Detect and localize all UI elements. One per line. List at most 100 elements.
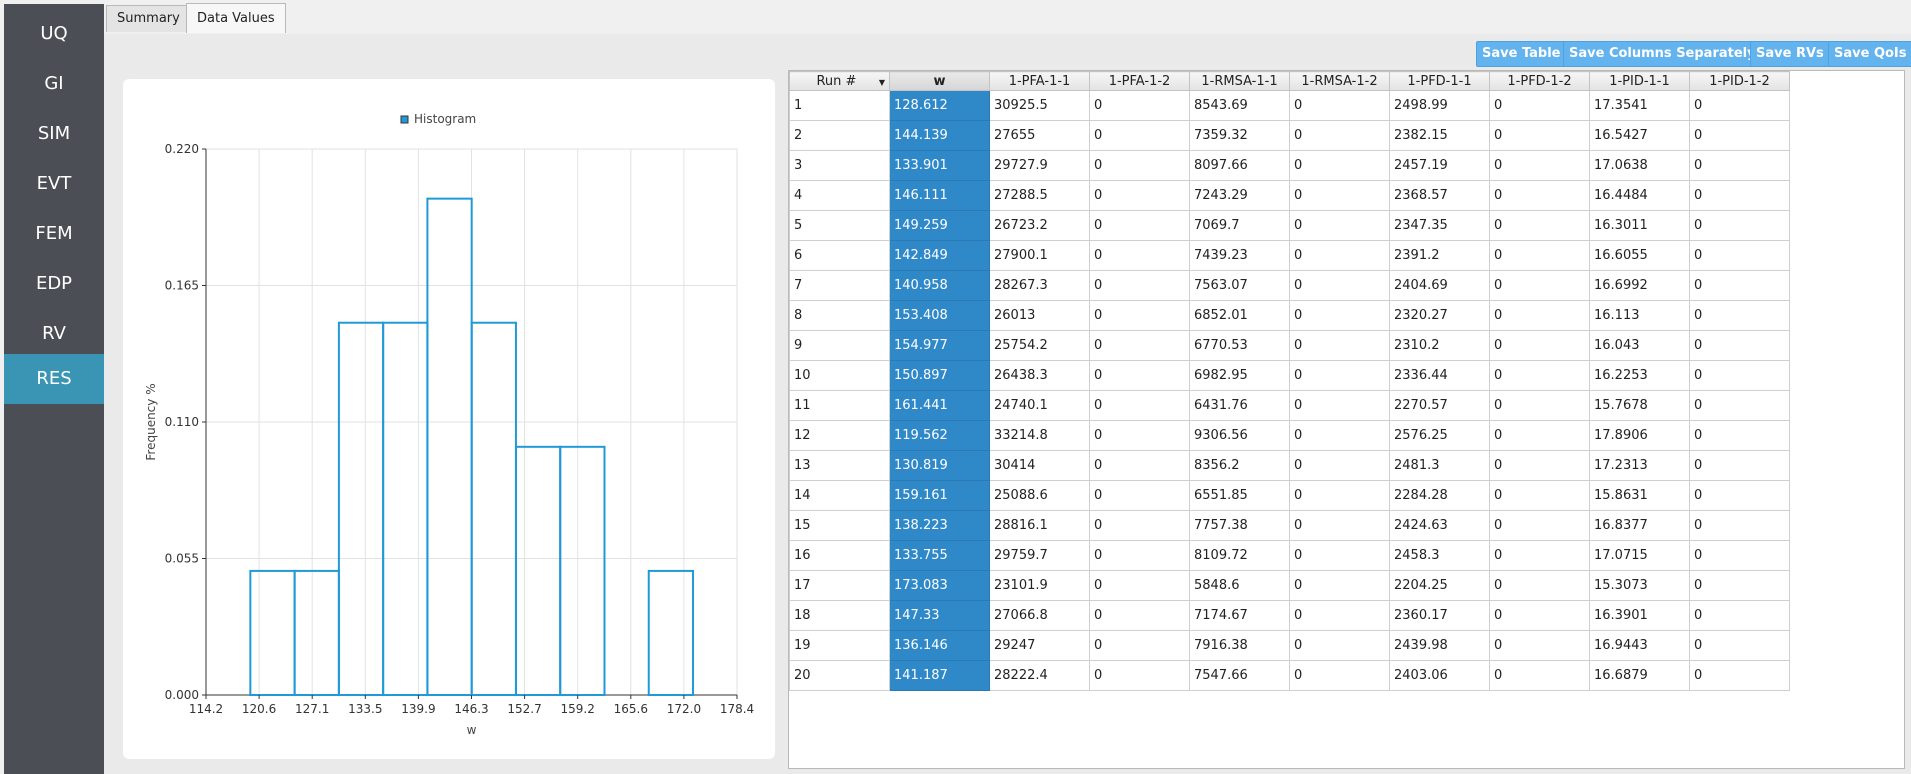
table-cell[interactable]: 8543.69	[1189, 90, 1290, 121]
table-cell[interactable]: 0	[1089, 630, 1190, 661]
table-cell[interactable]: 17.0638	[1589, 150, 1690, 181]
table-cell[interactable]: 2498.99	[1389, 90, 1490, 121]
table-cell[interactable]: 0	[1689, 120, 1790, 151]
column-header[interactable]: 1-RMSA-1-2	[1289, 71, 1390, 91]
table-cell[interactable]: 27066.8	[989, 600, 1090, 631]
table-cell[interactable]: 159.161	[889, 480, 990, 511]
table-cell[interactable]: 2320.27	[1389, 300, 1490, 331]
table-row[interactable]: 18 147.33 27066.8 0 7174.67 0 2360.17 0 16.3901 0	[789, 600, 1790, 631]
table-cell[interactable]: 26723.2	[989, 210, 1090, 241]
table-cell[interactable]: 2403.06	[1389, 660, 1490, 691]
table-cell[interactable]: 0	[1689, 630, 1790, 661]
table-cell[interactable]: 140.958	[889, 270, 990, 301]
table-cell[interactable]: 12	[789, 420, 890, 451]
table-cell[interactable]: 0	[1289, 540, 1390, 571]
table-cell[interactable]: 28222.4	[989, 660, 1090, 691]
table-cell[interactable]: 0	[1689, 450, 1790, 481]
table-cell[interactable]: 16.113	[1589, 300, 1690, 331]
table-cell[interactable]: 2404.69	[1389, 270, 1490, 301]
table-cell[interactable]: 7174.67	[1189, 600, 1290, 631]
table-cell[interactable]: 0	[1489, 630, 1590, 661]
table-cell[interactable]: 0	[1289, 510, 1390, 541]
table-cell[interactable]: 8	[789, 300, 890, 331]
table-cell[interactable]: 0	[1689, 210, 1790, 241]
table-cell[interactable]: 0	[1689, 270, 1790, 301]
sort-down-icon[interactable]: ▼	[878, 77, 885, 87]
table-cell[interactable]: 26438.3	[989, 360, 1090, 391]
table-cell[interactable]: 0	[1689, 420, 1790, 451]
table-cell[interactable]: 0	[1089, 300, 1190, 331]
table-cell[interactable]: 2310.2	[1389, 330, 1490, 361]
table-cell[interactable]: 0	[1489, 240, 1590, 271]
table-cell[interactable]: 16.4484	[1589, 180, 1690, 211]
table-cell[interactable]: 17.2313	[1589, 450, 1690, 481]
table-cell[interactable]: 15.3073	[1589, 570, 1690, 601]
table-cell[interactable]: 2336.44	[1389, 360, 1490, 391]
table-cell[interactable]: 0	[1089, 510, 1190, 541]
tab-summary[interactable]: Summary	[106, 5, 191, 32]
table-cell[interactable]: 0	[1689, 360, 1790, 391]
table-cell[interactable]: 15.8631	[1589, 480, 1690, 511]
table-cell[interactable]: 2204.25	[1389, 570, 1490, 601]
table-row[interactable]: 13 130.819 30414 0 8356.2 0 2481.3 0 17.2313 0	[789, 450, 1790, 481]
table-cell[interactable]: 0	[1089, 570, 1190, 601]
table-cell[interactable]: 16.6879	[1589, 660, 1690, 691]
table-cell[interactable]: 27655	[989, 120, 1090, 151]
table-cell[interactable]: 0	[1489, 300, 1590, 331]
table-cell[interactable]: 153.408	[889, 300, 990, 331]
table-row[interactable]: 4 146.111 27288.5 0 7243.29 0 2368.57 0 16.4484 0	[789, 180, 1790, 211]
table-cell[interactable]: 7757.38	[1189, 510, 1290, 541]
table-cell[interactable]: 27900.1	[989, 240, 1090, 271]
table-cell[interactable]: 0	[1489, 180, 1590, 211]
table-cell[interactable]: 2368.57	[1389, 180, 1490, 211]
table-cell[interactable]: 6551.85	[1189, 480, 1290, 511]
table-cell[interactable]: 27288.5	[989, 180, 1090, 211]
table-cell[interactable]: 26013	[989, 300, 1090, 331]
data-table-container[interactable]: Run # ▼ w 1-PFA-1-1 1-PFA-1-2 1-RMSA-1-1 1-RMS…	[788, 70, 1905, 769]
table-cell[interactable]: 0	[1689, 510, 1790, 541]
table-cell[interactable]: 0	[1289, 270, 1390, 301]
table-cell[interactable]: 0	[1289, 660, 1390, 691]
table-cell[interactable]: 0	[1289, 360, 1390, 391]
table-cell[interactable]: 17.0715	[1589, 540, 1690, 571]
table-cell[interactable]: 136.146	[889, 630, 990, 661]
table-cell[interactable]: 2391.2	[1389, 240, 1490, 271]
table-cell[interactable]: 0	[1689, 540, 1790, 571]
table-cell[interactable]: 2284.28	[1389, 480, 1490, 511]
table-cell[interactable]: 2360.17	[1389, 600, 1490, 631]
table-cell[interactable]: 0	[1489, 150, 1590, 181]
table-row[interactable]: 9 154.977 25754.2 0 6770.53 0 2310.2 0 16.043 0	[789, 330, 1790, 361]
table-cell[interactable]: 0	[1689, 180, 1790, 211]
table-cell[interactable]: 0	[1089, 360, 1190, 391]
table-row[interactable]: 15 138.223 28816.1 0 7757.38 0 2424.63 0 16.8377…	[789, 510, 1790, 541]
table-cell[interactable]: 0	[1489, 540, 1590, 571]
table-cell[interactable]: 2457.19	[1389, 150, 1490, 181]
table-row[interactable]: 10 150.897 26438.3 0 6982.95 0 2336.44 0 16.2253…	[789, 360, 1790, 391]
table-row[interactable]: 1 128.612 30925.5 0 8543.69 0 2498.99 0 17.3541 0	[789, 90, 1790, 121]
table-cell[interactable]: 16.5427	[1589, 120, 1690, 151]
table-cell[interactable]: 15	[789, 510, 890, 541]
table-cell[interactable]: 0	[1689, 600, 1790, 631]
table-cell[interactable]: 133.901	[889, 150, 990, 181]
table-cell[interactable]: 0	[1689, 240, 1790, 271]
table-cell[interactable]: 2481.3	[1389, 450, 1490, 481]
table-cell[interactable]: 0	[1089, 450, 1190, 481]
table-cell[interactable]: 133.755	[889, 540, 990, 571]
table-cell[interactable]: 8109.72	[1189, 540, 1290, 571]
table-cell[interactable]: 9	[789, 330, 890, 361]
table-cell[interactable]: 0	[1489, 570, 1590, 601]
table-cell[interactable]: 8356.2	[1189, 450, 1290, 481]
table-cell[interactable]: 16.8377	[1589, 510, 1690, 541]
table-cell[interactable]: 4	[789, 180, 890, 211]
table-cell[interactable]: 0	[1489, 600, 1590, 631]
table-cell[interactable]: 0	[1289, 420, 1390, 451]
table-cell[interactable]: 24740.1	[989, 390, 1090, 421]
column-header[interactable]: w	[889, 71, 990, 91]
table-cell[interactable]: 0	[1289, 480, 1390, 511]
table-cell[interactable]: 7439.23	[1189, 240, 1290, 271]
table-cell[interactable]: 0	[1289, 120, 1390, 151]
table-cell[interactable]: 0	[1089, 180, 1190, 211]
table-cell[interactable]: 0	[1289, 330, 1390, 361]
sidebar-item-evt[interactable]: EVT	[4, 159, 104, 209]
table-cell[interactable]: 0	[1289, 150, 1390, 181]
